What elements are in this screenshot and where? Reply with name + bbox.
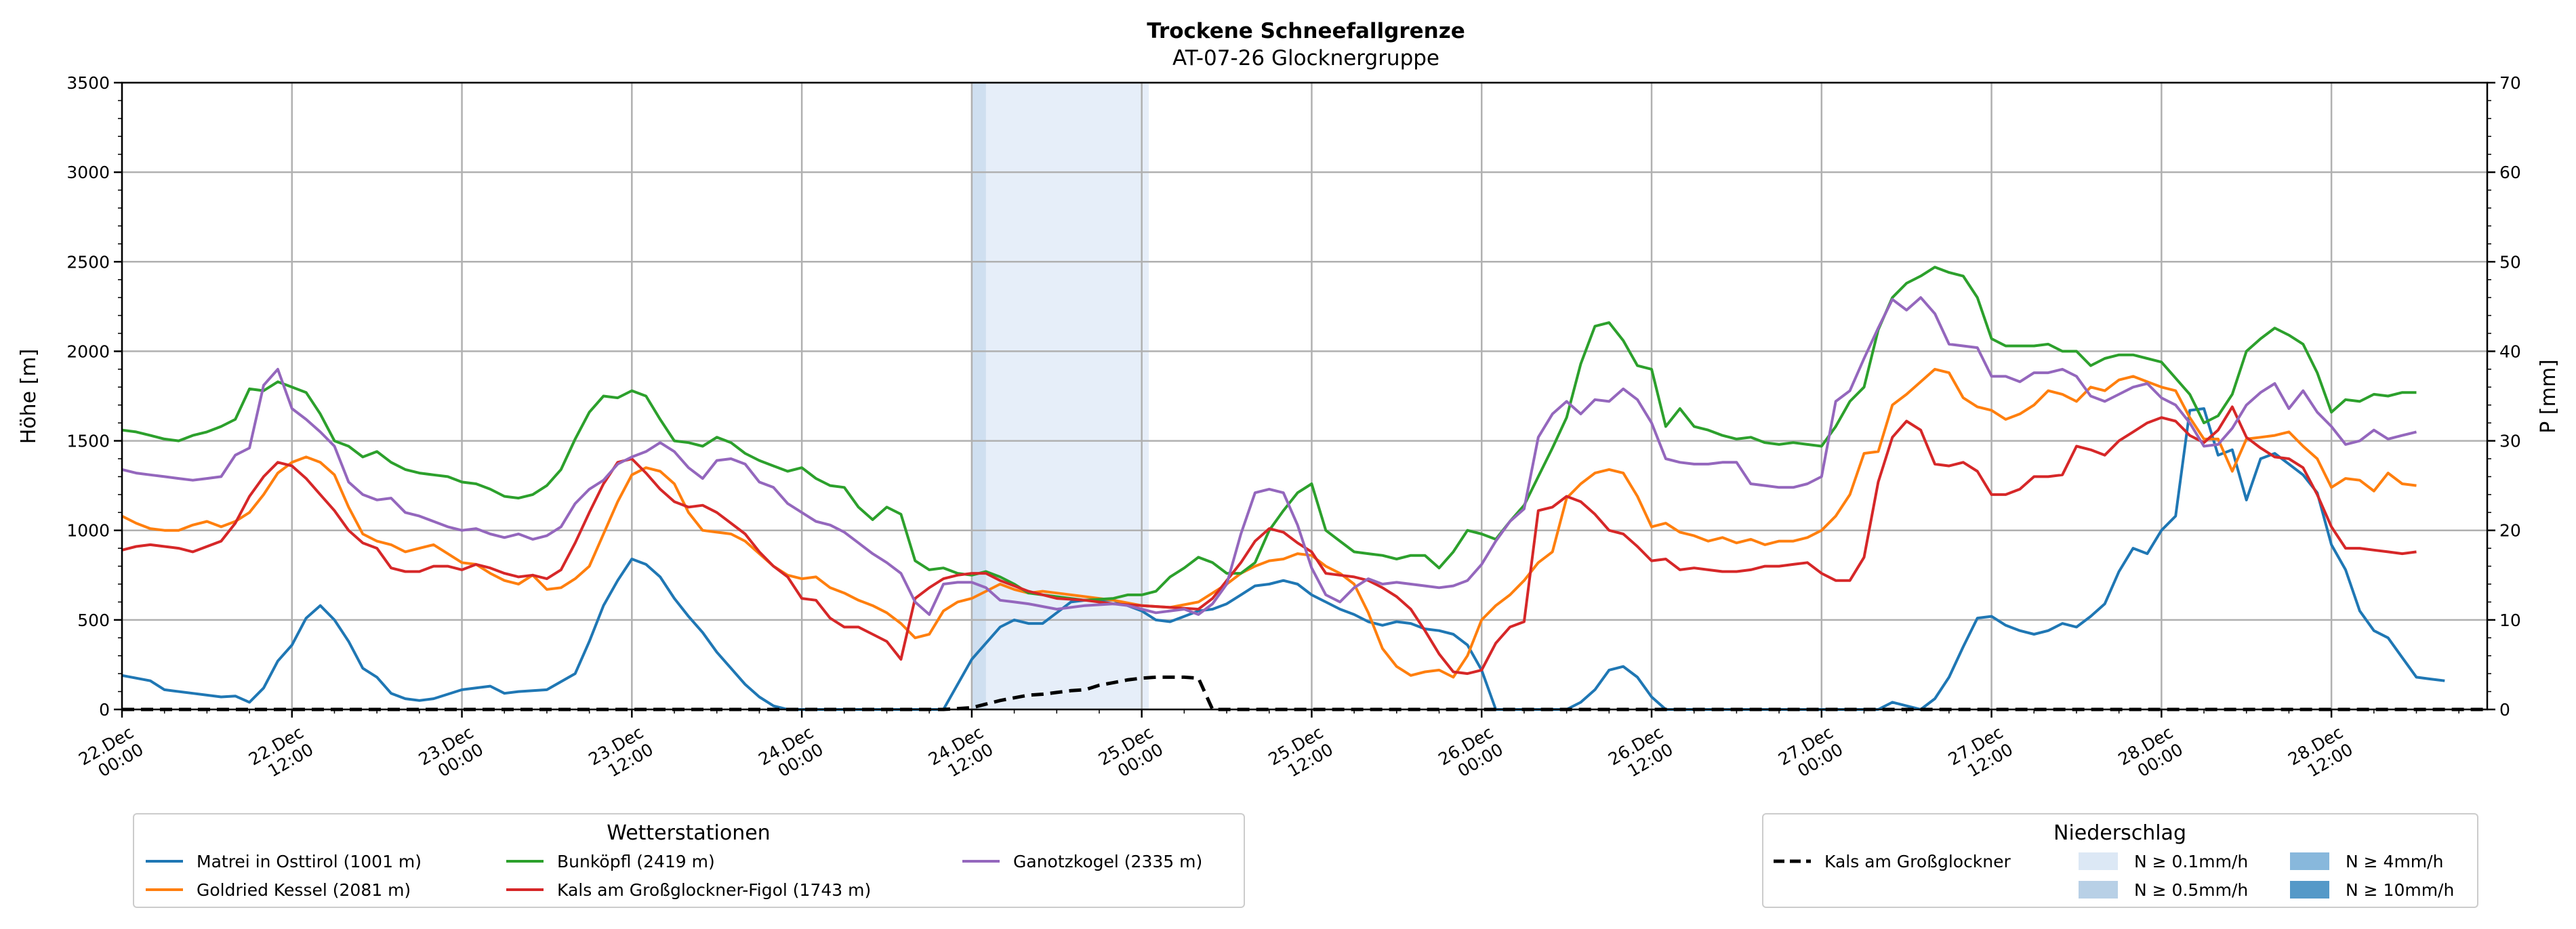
y-tick-label-4: 2000 bbox=[66, 342, 110, 361]
legend-precip-label-3: N ≥ 10mm/h bbox=[2346, 880, 2454, 900]
legend-precip-title: Niederschlag bbox=[2053, 821, 2186, 845]
legend-station-label-0: Matrei in Osttirol (1001 m) bbox=[197, 852, 422, 871]
precip-band-0 bbox=[971, 83, 1113, 709]
precip-bands bbox=[971, 83, 1149, 709]
legend-precip-swatch-0 bbox=[2079, 852, 2118, 870]
y2-axis-label: P [mm] bbox=[2537, 359, 2560, 433]
legend-precip-label-0: N ≥ 0.1mm/h bbox=[2134, 852, 2248, 871]
legend-precip-label-2: N ≥ 4mm/h bbox=[2346, 852, 2443, 871]
y2-tick-label-6: 60 bbox=[2499, 163, 2521, 182]
y-tick-label-1: 500 bbox=[77, 611, 110, 630]
y-tick-label-0: 0 bbox=[99, 700, 110, 720]
legend-stations-box bbox=[133, 813, 1245, 908]
y2-tick-label-3: 30 bbox=[2499, 432, 2521, 451]
precip-line bbox=[122, 675, 2487, 711]
y2-tick-label-1: 10 bbox=[2499, 611, 2521, 630]
chart-title: Trockene Schneefallgrenze bbox=[1147, 19, 1465, 43]
series-lines bbox=[121, 266, 2487, 711]
legend-precip: Niederschlag Kals am Großglockner N ≥ 0.1… bbox=[1762, 813, 2478, 908]
y-tick-label-3: 1500 bbox=[66, 432, 110, 451]
series-line-0 bbox=[121, 407, 2445, 711]
y2-tick-label-5: 50 bbox=[2499, 252, 2521, 272]
plot-frame bbox=[121, 81, 2489, 711]
y-tick-label-5: 2500 bbox=[66, 252, 110, 272]
y2-tick-label-7: 70 bbox=[2499, 73, 2521, 93]
legend-precip-swatch-3 bbox=[2290, 881, 2329, 899]
series-line-3 bbox=[121, 405, 2417, 676]
series-line-4 bbox=[121, 296, 2417, 616]
series-line-2 bbox=[121, 266, 2417, 602]
y2-tick-label-2: 20 bbox=[2499, 521, 2521, 541]
precip-band-1 bbox=[971, 83, 986, 709]
legend-precip-label-1: N ≥ 0.5mm/h bbox=[2134, 880, 2248, 900]
legend-station-label-1: Goldried Kessel (2081 m) bbox=[197, 880, 411, 900]
legend-stations-title: Wetterstationen bbox=[607, 821, 770, 845]
y2-tick-label-4: 40 bbox=[2499, 342, 2521, 361]
legend-station-label-4: Ganotzkogel (2335 m) bbox=[1013, 852, 1202, 871]
precip-band-3 bbox=[1057, 83, 1078, 709]
legend-stations: Wetterstationen Matrei in Osttirol (1001… bbox=[133, 813, 1245, 908]
y-tick-label-6: 3000 bbox=[66, 163, 110, 182]
y-tick-label-2: 1000 bbox=[66, 521, 110, 541]
legend-station-label-3: Kals am Großglockner-Figol (1743 m) bbox=[557, 880, 871, 900]
legend-station-label-2: Bunköpfl (2419 m) bbox=[557, 852, 715, 871]
legend-precip-swatch-2 bbox=[2290, 852, 2329, 870]
y2-tick-label-0: 0 bbox=[2499, 700, 2510, 720]
legend-precip-swatch-1 bbox=[2079, 881, 2118, 899]
y-tick-label-7: 3500 bbox=[66, 73, 110, 93]
y-axis-label: Höhe [m] bbox=[17, 349, 41, 445]
legend-precip-line-label: Kals am Großglockner bbox=[1824, 852, 2011, 871]
series-line-1 bbox=[121, 367, 2417, 679]
precip-band-2 bbox=[1000, 83, 1036, 709]
chart-subtitle: AT-07-26 Glocknergruppe bbox=[1172, 46, 1439, 70]
